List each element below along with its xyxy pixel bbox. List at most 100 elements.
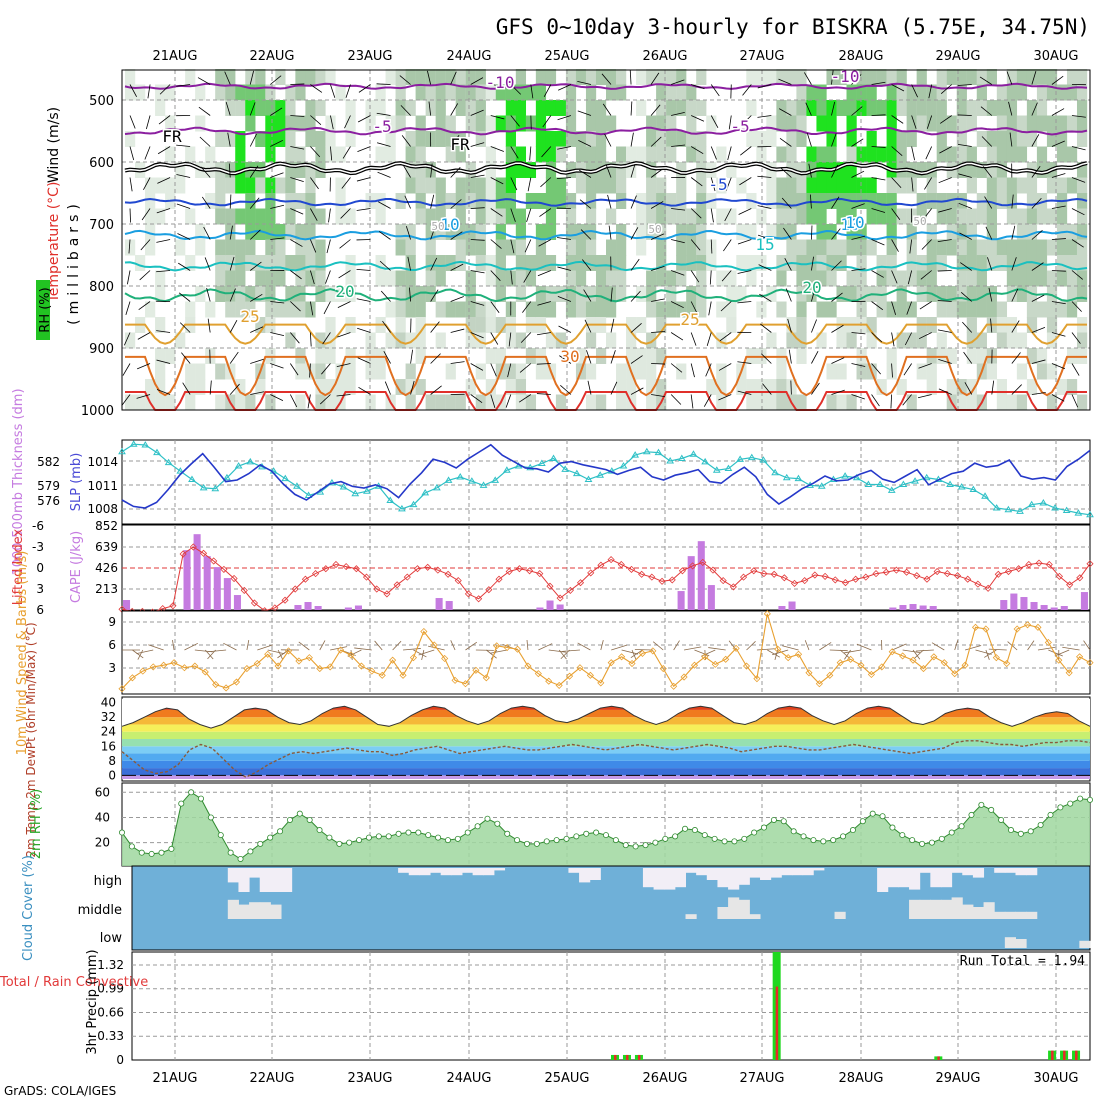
wind-barb bbox=[831, 228, 841, 240]
wind-barb bbox=[604, 133, 612, 147]
rh-cell bbox=[636, 69, 647, 85]
wind-point bbox=[222, 684, 230, 692]
wind-point bbox=[680, 673, 688, 681]
ylabel-lifted-index: Lifted Index bbox=[11, 528, 26, 605]
rh-cell bbox=[585, 69, 597, 85]
surface-barb bbox=[600, 639, 604, 651]
precip-rain-bar bbox=[1075, 1050, 1078, 1060]
wind-barb bbox=[380, 290, 391, 302]
rh-cell bbox=[455, 208, 466, 225]
wind-barb bbox=[758, 264, 772, 271]
wind-barb bbox=[938, 177, 952, 184]
rh-cell bbox=[826, 301, 837, 318]
wind-barb bbox=[176, 144, 191, 147]
wind-point bbox=[1086, 659, 1094, 667]
contour-label: 50 bbox=[913, 215, 926, 228]
rh-cell bbox=[976, 332, 987, 349]
rh-cell bbox=[315, 100, 326, 116]
wind-barb bbox=[290, 332, 300, 344]
wind-barb bbox=[761, 353, 772, 364]
rh-cell bbox=[315, 255, 326, 271]
rh-cell bbox=[646, 301, 657, 318]
rh-cell bbox=[906, 301, 917, 318]
rh-tick: 60 bbox=[95, 785, 110, 799]
rh-cell bbox=[505, 131, 516, 147]
rh-point bbox=[889, 824, 896, 831]
cloud-high-block bbox=[962, 868, 974, 876]
rh-point bbox=[356, 837, 363, 844]
li-point bbox=[790, 579, 799, 587]
date-label-bottom: 30AUG bbox=[1033, 1071, 1078, 1086]
wind-barb bbox=[939, 115, 952, 124]
rh-cell bbox=[1046, 363, 1058, 380]
wind-barb bbox=[928, 84, 933, 99]
rh-cell bbox=[846, 84, 857, 101]
rh-cell bbox=[846, 177, 857, 194]
rh-cell bbox=[646, 131, 657, 147]
rh-cell bbox=[1056, 131, 1068, 147]
rh-cell bbox=[305, 115, 316, 132]
rh-cell bbox=[405, 146, 416, 163]
rh-cell bbox=[1076, 84, 1088, 101]
wind-barb bbox=[203, 226, 211, 240]
rh-cell bbox=[1006, 239, 1018, 256]
wind-barb bbox=[630, 163, 636, 178]
rh-cell bbox=[455, 239, 466, 256]
wind-barb bbox=[527, 177, 532, 192]
wind-barb bbox=[990, 318, 993, 333]
thickness-point bbox=[188, 475, 196, 482]
wind-barb bbox=[557, 84, 572, 91]
li-point bbox=[831, 576, 839, 584]
cloud-low-block bbox=[1015, 939, 1027, 948]
li-point bbox=[1004, 567, 1013, 576]
surface-barb bbox=[465, 641, 478, 651]
rh-cell bbox=[305, 100, 316, 116]
wind-barb bbox=[128, 239, 131, 254]
surface-barb bbox=[1027, 640, 1035, 651]
rh-cell bbox=[776, 379, 787, 395]
rh-cell bbox=[285, 332, 296, 349]
thickness-point bbox=[467, 477, 476, 484]
wind-barb bbox=[671, 208, 686, 211]
cape-bar bbox=[707, 585, 715, 610]
rh-cell bbox=[125, 69, 136, 85]
li-point bbox=[485, 586, 493, 594]
rh-cell bbox=[245, 115, 256, 132]
wind-barb bbox=[470, 207, 485, 209]
thickness-point bbox=[537, 459, 546, 467]
rh-cell bbox=[185, 301, 196, 318]
rh-cell bbox=[295, 84, 306, 101]
rh-cell bbox=[525, 270, 537, 287]
wind-point bbox=[1055, 656, 1063, 664]
rh-cell bbox=[445, 394, 456, 411]
wind-barb bbox=[690, 239, 701, 251]
rh-cell bbox=[916, 193, 927, 209]
rh-cell bbox=[295, 115, 306, 132]
rh-cell bbox=[145, 301, 156, 318]
wind-barb bbox=[740, 146, 752, 156]
wind-barb bbox=[979, 76, 993, 85]
rh-cell bbox=[475, 115, 486, 132]
wind-barb bbox=[1071, 177, 1086, 183]
rh-cell bbox=[535, 239, 547, 256]
wind-barb bbox=[831, 260, 842, 271]
rh-cell bbox=[906, 100, 917, 116]
rh-cell bbox=[545, 69, 557, 85]
rh-cell bbox=[926, 239, 937, 256]
wind-barb bbox=[229, 194, 232, 209]
wind-barb bbox=[851, 106, 863, 116]
rh-cell bbox=[646, 208, 657, 225]
rh-cell bbox=[736, 224, 747, 240]
li-point bbox=[403, 573, 411, 581]
cloud-high-block bbox=[760, 868, 772, 880]
rh-cell bbox=[245, 177, 256, 194]
rh-cell bbox=[145, 208, 156, 225]
wind-barb bbox=[985, 226, 993, 240]
rh-point bbox=[326, 834, 333, 841]
cloud-middle-block bbox=[227, 899, 239, 919]
rh-cell bbox=[776, 301, 787, 318]
rh-cell bbox=[465, 301, 476, 318]
wind-barb bbox=[583, 289, 592, 302]
thickness-point bbox=[1039, 499, 1048, 506]
rh-cell bbox=[465, 193, 476, 209]
